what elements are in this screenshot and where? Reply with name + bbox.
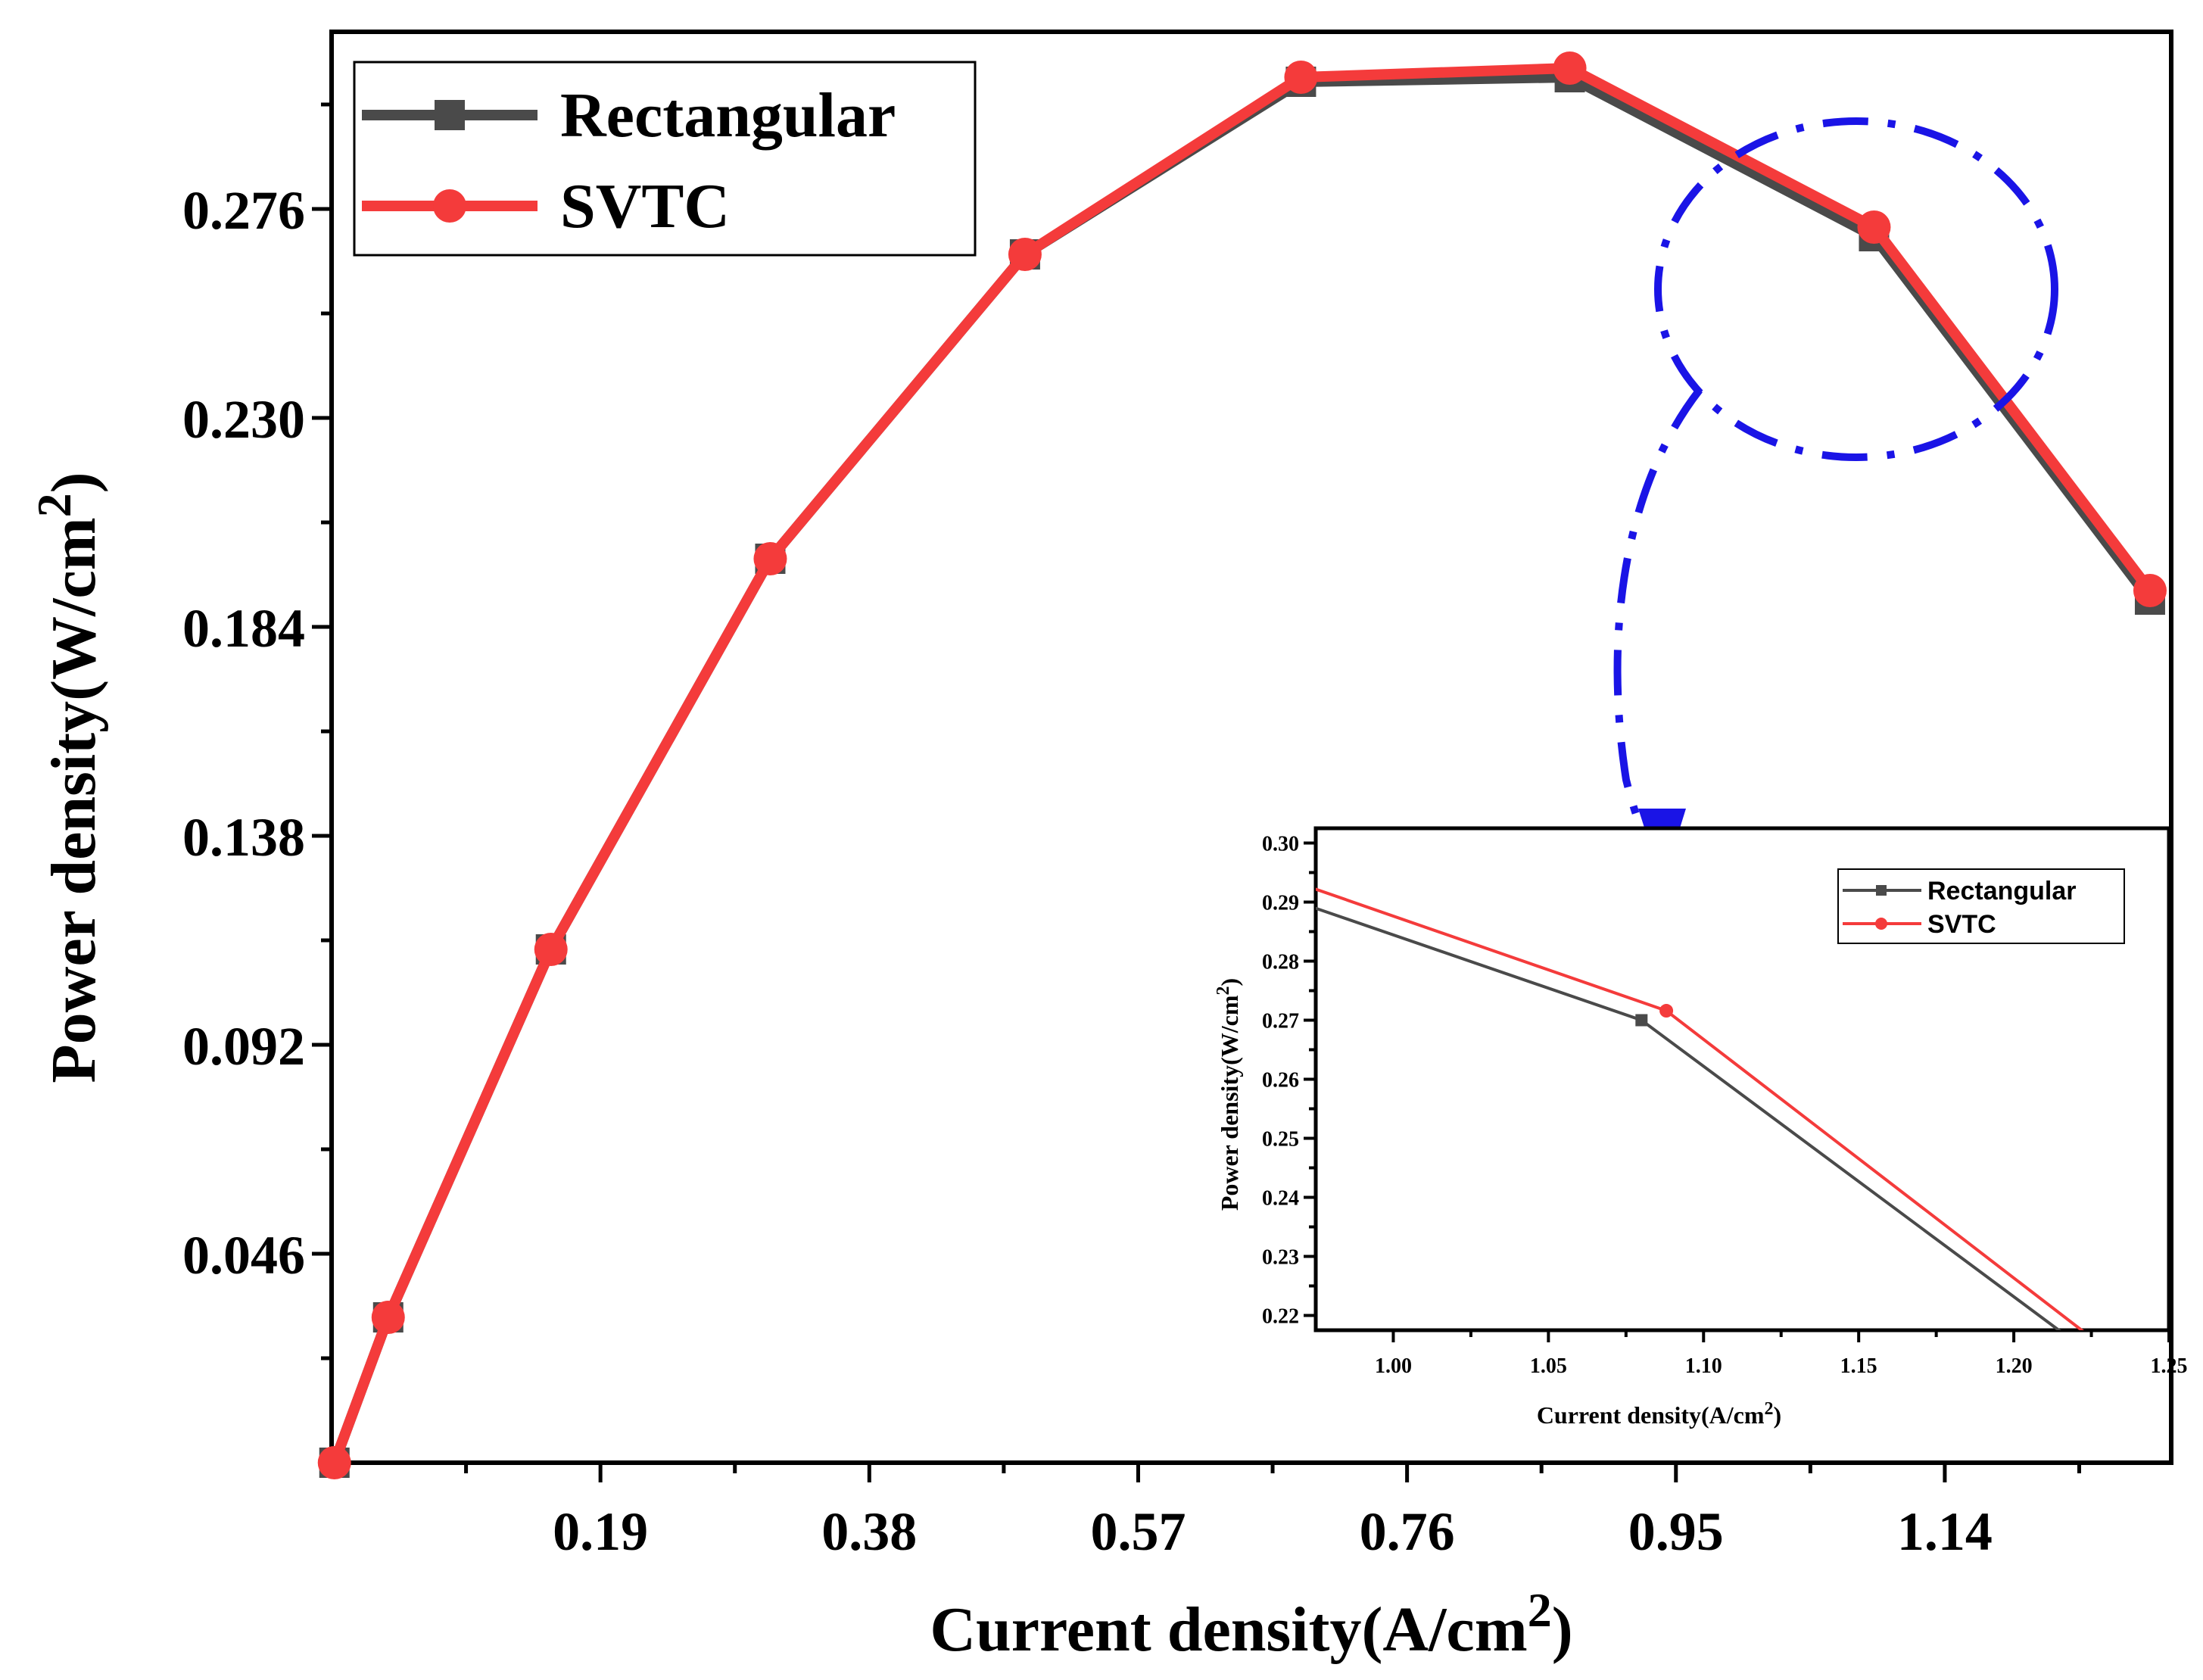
legend-marker <box>435 100 465 130</box>
main-chart: 0.19 0.38 0.57 0.76 0.95 1.14 0.046 0.092 0.138 0… <box>27 30 2173 1665</box>
x-tick-label: 1.14 <box>1897 1501 1993 1562</box>
inset-y-tick-label: 0.28 <box>1262 951 1299 974</box>
inset-x-tick-label: 1.25 <box>2151 1354 2188 1378</box>
inset-legend-marker <box>1876 885 1887 896</box>
inset-y-tick-label: 0.30 <box>1262 833 1299 856</box>
y-axis-title: Power density(W/cm2) <box>27 472 109 1083</box>
x-tick-label: 0.95 <box>1628 1501 1724 1562</box>
data-point <box>2133 574 2167 607</box>
inset-legend-label: SVTC <box>1927 910 1996 939</box>
y-tick-label: 0.230 <box>182 389 305 450</box>
legend-marker <box>433 189 466 223</box>
y-tick-label: 0.184 <box>182 598 305 659</box>
y-tick-label: 0.138 <box>182 807 305 868</box>
inset-y-tick-label: 0.24 <box>1262 1187 1299 1211</box>
inset-data-point <box>1659 1004 1674 1018</box>
legend-box <box>353 61 977 257</box>
inset-series-group <box>1316 887 2085 1330</box>
zoom-region-ellipse <box>1654 117 2058 461</box>
data-point <box>1284 61 1318 94</box>
inset-chart: 1.00 1.05 1.10 1.15 1.20 1.25 0.22 0.23 0.24 0.25… <box>1214 826 2188 1429</box>
legend-label: SVTC <box>560 171 730 242</box>
legend-label: Rectangular <box>560 80 896 151</box>
inset-legend-marker <box>1875 918 1887 930</box>
plot-frame <box>329 30 2173 1465</box>
inset-data-point <box>1635 1014 1648 1027</box>
zoom-connector-path <box>1613 387 1703 850</box>
inset-x-axis-title: Current density(A/cm2) <box>1537 1399 1781 1429</box>
data-point <box>371 1301 405 1334</box>
inset-legend-label: Rectangular <box>1927 877 2077 905</box>
inset-y-tick-label: 0.26 <box>1262 1069 1299 1092</box>
y-tick-label: 0.092 <box>182 1016 305 1077</box>
inset-y-tick-label: 0.22 <box>1262 1305 1299 1329</box>
inset-x-tick-label: 1.10 <box>1685 1354 1722 1378</box>
data-point <box>1857 210 1891 244</box>
data-point <box>317 1446 351 1479</box>
inset-y-axis-title: Power density(W/cm2) <box>1214 978 1243 1211</box>
inset-x-tick-label: 1.20 <box>1996 1354 2033 1378</box>
data-point <box>534 933 568 966</box>
inset-legend-box <box>1837 868 2125 944</box>
data-point <box>1008 238 1042 271</box>
x-tick-label: 0.76 <box>1360 1501 1455 1562</box>
x-axis-title: Current density(A/cm2) <box>930 1583 1572 1665</box>
inset-y-tick-label: 0.25 <box>1262 1128 1299 1152</box>
data-point <box>753 542 787 575</box>
x-tick-label: 0.19 <box>553 1501 648 1562</box>
inset-y-tick-label: 0.29 <box>1262 892 1299 915</box>
data-point <box>1553 51 1587 85</box>
inset-y-tick-label: 0.23 <box>1262 1246 1299 1270</box>
y-tick-label: 0.046 <box>182 1225 305 1286</box>
x-tick-label: 0.38 <box>821 1501 917 1562</box>
inset-x-tick-label: 1.15 <box>1840 1354 1877 1378</box>
inset-x-tick-label: 1.05 <box>1530 1354 1567 1378</box>
inset-y-tick-label: 0.27 <box>1262 1010 1299 1033</box>
inset-x-tick-label: 1.00 <box>1375 1354 1412 1378</box>
y-tick-label: 0.276 <box>182 180 305 241</box>
x-tick-label: 0.57 <box>1090 1501 1186 1562</box>
zoom-annotation <box>1613 117 2058 884</box>
